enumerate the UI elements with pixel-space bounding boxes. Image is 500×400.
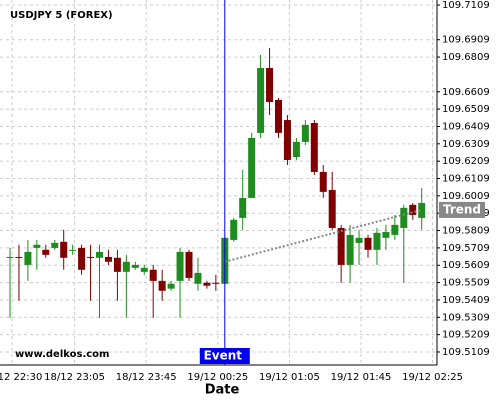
y-tick-label: 109.5709 xyxy=(442,243,490,254)
candle-body xyxy=(149,269,157,281)
y-tick-label: 109.6309 xyxy=(442,139,490,150)
x-tick-label: 19/12 01:45 xyxy=(331,372,392,383)
candle-body xyxy=(87,256,95,258)
candle-body xyxy=(131,264,139,268)
candle-body xyxy=(391,224,399,235)
x-axis-title: Date xyxy=(205,383,240,398)
candle-body xyxy=(51,242,59,248)
candle-body xyxy=(301,124,309,142)
candle-body xyxy=(104,256,112,262)
candle-body xyxy=(266,68,274,103)
candle-body xyxy=(167,283,175,289)
candle-body xyxy=(158,280,166,291)
candle-body xyxy=(275,99,282,133)
y-tick-label: 109.5109 xyxy=(442,347,490,358)
candle-body xyxy=(96,251,103,258)
candle-body xyxy=(122,261,130,272)
candle-body xyxy=(230,219,238,240)
y-tick-label: 109.5209 xyxy=(442,330,490,341)
candle-body xyxy=(409,204,417,215)
watermark: www.delkos.com xyxy=(15,349,109,360)
event-label-box xyxy=(199,348,250,364)
candle-body xyxy=(113,257,121,272)
y-tick-label: 109.5409 xyxy=(442,295,490,306)
y-tick-label: 109.7109 xyxy=(442,0,490,11)
y-tick-label: 109.6209 xyxy=(442,156,490,167)
x-tick-label: 18/12 22:30 xyxy=(0,372,42,383)
candle-body xyxy=(346,234,354,265)
candle-body xyxy=(248,137,256,198)
candle-body xyxy=(194,272,202,284)
y-tick-label: 109.6609 xyxy=(442,87,490,98)
candle-body xyxy=(24,251,32,265)
candle-body xyxy=(33,244,41,248)
trend-label-box xyxy=(439,201,485,218)
y-tick-label: 109.6809 xyxy=(442,52,490,63)
y-tick-label: 109.6009 xyxy=(442,191,490,202)
candle-body xyxy=(6,256,14,258)
event-label: Event xyxy=(204,349,243,363)
candle-body xyxy=(203,282,211,286)
candle-body xyxy=(319,171,327,192)
candle-body xyxy=(140,267,148,272)
x-tick-label: 18/12 23:45 xyxy=(116,372,177,383)
candle-body xyxy=(400,207,408,228)
candle-body xyxy=(212,282,220,284)
trend-line xyxy=(224,208,422,263)
candle-body xyxy=(257,68,265,133)
candle-body xyxy=(373,232,381,250)
candle-body xyxy=(185,251,193,278)
y-tick-label: 109.6509 xyxy=(442,104,490,115)
y-tick-label: 109.6109 xyxy=(442,174,490,185)
candle-body xyxy=(328,189,336,228)
candle-body xyxy=(292,141,300,157)
candle-body xyxy=(15,256,23,258)
y-tick-label: 109.5609 xyxy=(442,260,490,271)
candle-body xyxy=(239,197,247,218)
candle-body xyxy=(78,247,86,270)
x-tick-label: 19/12 01:05 xyxy=(259,372,320,383)
candle-body xyxy=(382,231,390,238)
trend-label: Trend xyxy=(443,202,481,216)
y-tick-label: 109.5809 xyxy=(442,226,490,237)
candle-body xyxy=(364,237,372,250)
chart-title: USDJPY 5 (FOREX) xyxy=(10,10,113,21)
candle-body xyxy=(42,249,50,255)
candle-body xyxy=(283,120,291,160)
candle-body xyxy=(69,249,77,251)
candle-body xyxy=(355,237,363,243)
y-tick-label: 109.5509 xyxy=(442,278,490,289)
x-tick-label: 19/12 00:25 xyxy=(187,372,248,383)
candle-body xyxy=(60,241,68,258)
candle-body xyxy=(418,202,426,218)
candle-body xyxy=(337,227,345,265)
x-tick-label: 18/12 23:05 xyxy=(44,372,105,383)
y-tick-label: 109.5309 xyxy=(442,312,490,323)
y-tick-label: 109.6409 xyxy=(442,121,490,132)
y-tick-label: 109.6909 xyxy=(442,35,490,46)
candle-body xyxy=(310,122,318,172)
x-tick-label: 19/12 02:25 xyxy=(402,372,463,383)
candle-body xyxy=(176,251,184,281)
